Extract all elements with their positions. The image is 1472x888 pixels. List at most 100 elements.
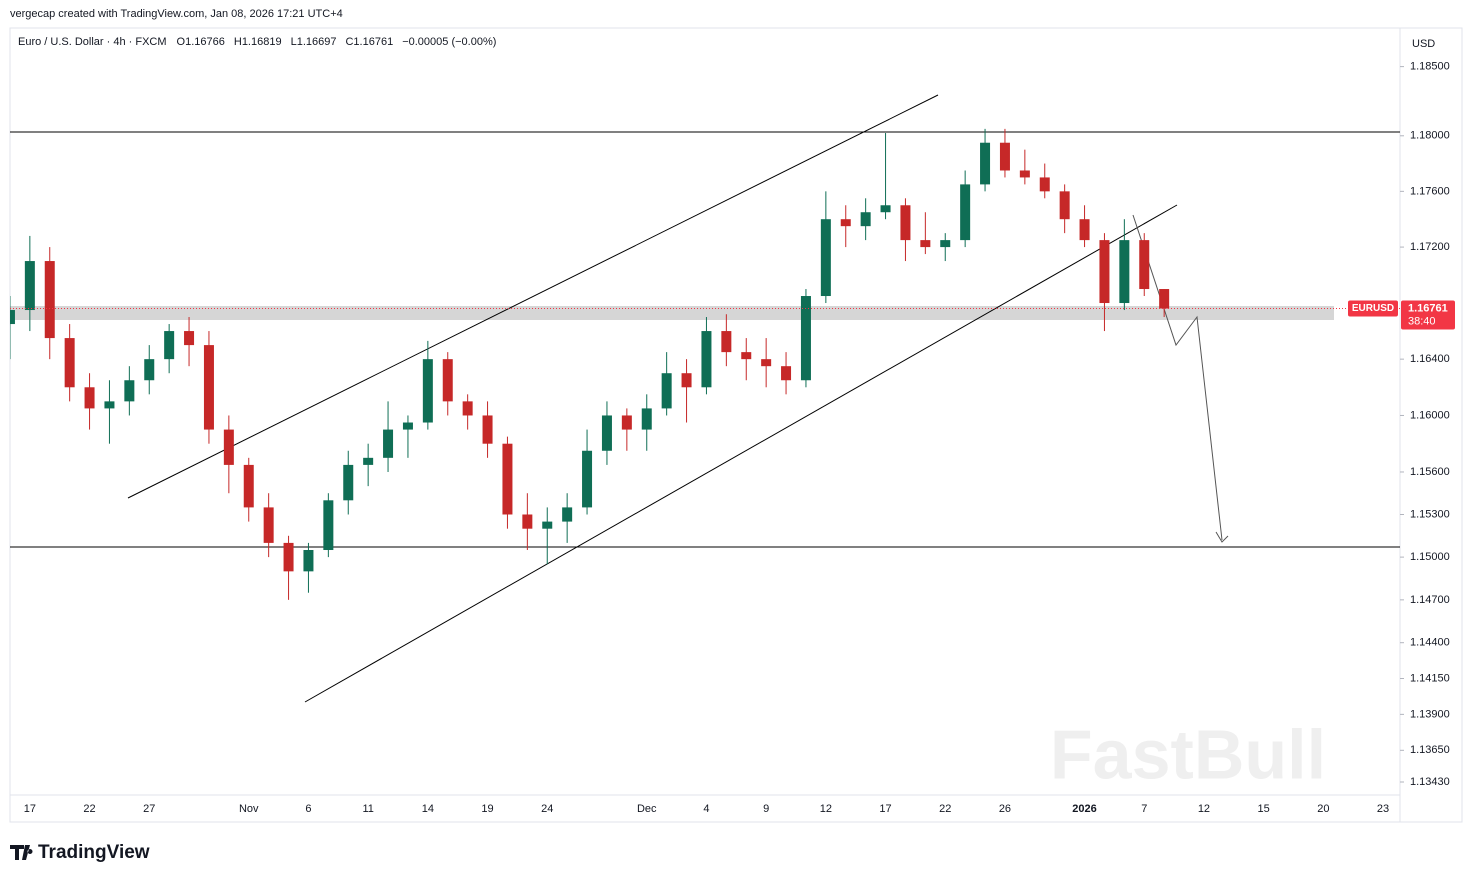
- legend-value: L1.16697: [291, 36, 337, 48]
- candle-body: [641, 408, 652, 430]
- candle-body: [383, 429, 394, 458]
- legend-value: −0.00005 (−0.00%): [402, 36, 496, 48]
- y-tick-label: 1.14700: [1410, 594, 1450, 606]
- candle-body: [482, 415, 493, 444]
- y-tick-label: 1.14400: [1410, 637, 1450, 649]
- candle-body: [621, 415, 632, 430]
- candle-body: [1139, 240, 1150, 290]
- candle-body: [1039, 177, 1050, 192]
- y-tick-label: 1.15000: [1410, 551, 1450, 563]
- candle-body: [960, 184, 971, 241]
- candle-body: [1159, 289, 1170, 309]
- candle-body: [920, 240, 931, 248]
- x-tick-label: 15: [1258, 803, 1270, 815]
- candle-body: [800, 296, 811, 381]
- x-tick-label: 19: [481, 803, 493, 815]
- candle-body: [601, 415, 612, 451]
- candle-body: [781, 366, 792, 381]
- brand: TradingView: [38, 842, 150, 863]
- y-tick-label: 1.13900: [1410, 708, 1450, 720]
- candle-body: [502, 443, 513, 515]
- x-tick-label: 12: [820, 803, 832, 815]
- price-label: 1.16761: [1408, 302, 1448, 314]
- candle-body: [820, 219, 831, 297]
- y-tick-label: 1.18500: [1410, 61, 1450, 73]
- y-tick-label: 1.15600: [1410, 466, 1450, 478]
- candle-body: [223, 429, 234, 465]
- y-tick-label: 1.17200: [1410, 241, 1450, 253]
- legend-value: H1.16819: [234, 36, 282, 48]
- price-label-bg: [1401, 300, 1455, 330]
- x-tick-label: 14: [422, 803, 434, 815]
- candle-body: [442, 359, 453, 402]
- x-tick-label: 4: [703, 803, 709, 815]
- candle-body: [542, 521, 553, 529]
- candle-body: [10, 310, 15, 325]
- candle-body: [64, 338, 75, 388]
- frame: [9, 27, 1463, 823]
- symbol-tag: EURUSD: [1352, 303, 1394, 314]
- y-tick-label: 1.13430: [1410, 776, 1450, 788]
- candle-body: [681, 373, 692, 388]
- x-tick-label: 17: [24, 803, 36, 815]
- y-tick-label: 1.16400: [1410, 353, 1450, 365]
- y-tick-label: 1.18000: [1410, 130, 1450, 142]
- x-tick-label: 27: [143, 803, 155, 815]
- candle-body: [402, 422, 413, 430]
- symbol-tag-bg: [1348, 300, 1398, 317]
- candle-body: [721, 331, 732, 353]
- x-tick-label: 2026: [1072, 803, 1096, 815]
- legend-value: O1.16766: [177, 36, 225, 48]
- watermark: FastBull: [1050, 715, 1326, 793]
- candle-body: [24, 261, 35, 311]
- candle-body: [343, 464, 354, 501]
- candle-body: [761, 359, 772, 367]
- candle-body: [999, 142, 1010, 171]
- candle-body: [860, 212, 871, 227]
- x-tick-label: 22: [939, 803, 951, 815]
- x-tick-label: 17: [879, 803, 891, 815]
- y-tick-label: 1.16000: [1410, 409, 1450, 421]
- x-tick-label: 7: [1141, 803, 1147, 815]
- x-tick-label: 11: [362, 803, 373, 815]
- channel-upper: [127, 94, 939, 499]
- candle-body: [203, 345, 214, 430]
- x-tick-label: 6: [305, 803, 311, 815]
- candle-body: [562, 507, 573, 522]
- countdown: 38:40: [1408, 315, 1436, 327]
- candle-body: [880, 205, 891, 213]
- x-tick-label: Nov: [239, 803, 259, 815]
- header: vergecap created with TradingView.com, J…: [10, 8, 343, 20]
- candle-body: [243, 464, 254, 508]
- candle-body: [1099, 240, 1110, 304]
- logo-icon: [10, 845, 33, 860]
- arrow-head: [1215, 531, 1229, 543]
- y-tick-label: 1.15300: [1410, 508, 1450, 520]
- y-tick-label: 1.17600: [1410, 185, 1450, 197]
- candle-body: [1059, 191, 1070, 220]
- candle-body: [422, 359, 433, 423]
- x-tick-label: 24: [541, 803, 553, 815]
- candle-body: [184, 331, 195, 346]
- x-tick-label: 22: [83, 803, 95, 815]
- candle-body: [1079, 219, 1090, 241]
- legend: Euro / U.S. Dollar · 4h · FXCM O1.16766 H…: [18, 36, 496, 48]
- candle-body: [363, 457, 374, 465]
- x-tick-label: 23: [1377, 803, 1389, 815]
- logo: TradingView: [10, 842, 150, 863]
- candle-body: [940, 240, 951, 248]
- candle-body: [741, 352, 752, 360]
- candle-body: [840, 219, 851, 227]
- candle-body: [1019, 170, 1030, 178]
- symbol-title: Euro / U.S. Dollar · 4h · FXCM: [18, 36, 167, 48]
- candle-body: [462, 401, 473, 416]
- x-tick-label: 12: [1198, 803, 1210, 815]
- candle-body: [522, 514, 533, 529]
- candle-body: [980, 142, 991, 185]
- currency: USD: [1412, 38, 1435, 50]
- candle-body: [44, 261, 55, 339]
- x-tick-label: Dec: [637, 803, 657, 815]
- plot-area: [10, 94, 1400, 703]
